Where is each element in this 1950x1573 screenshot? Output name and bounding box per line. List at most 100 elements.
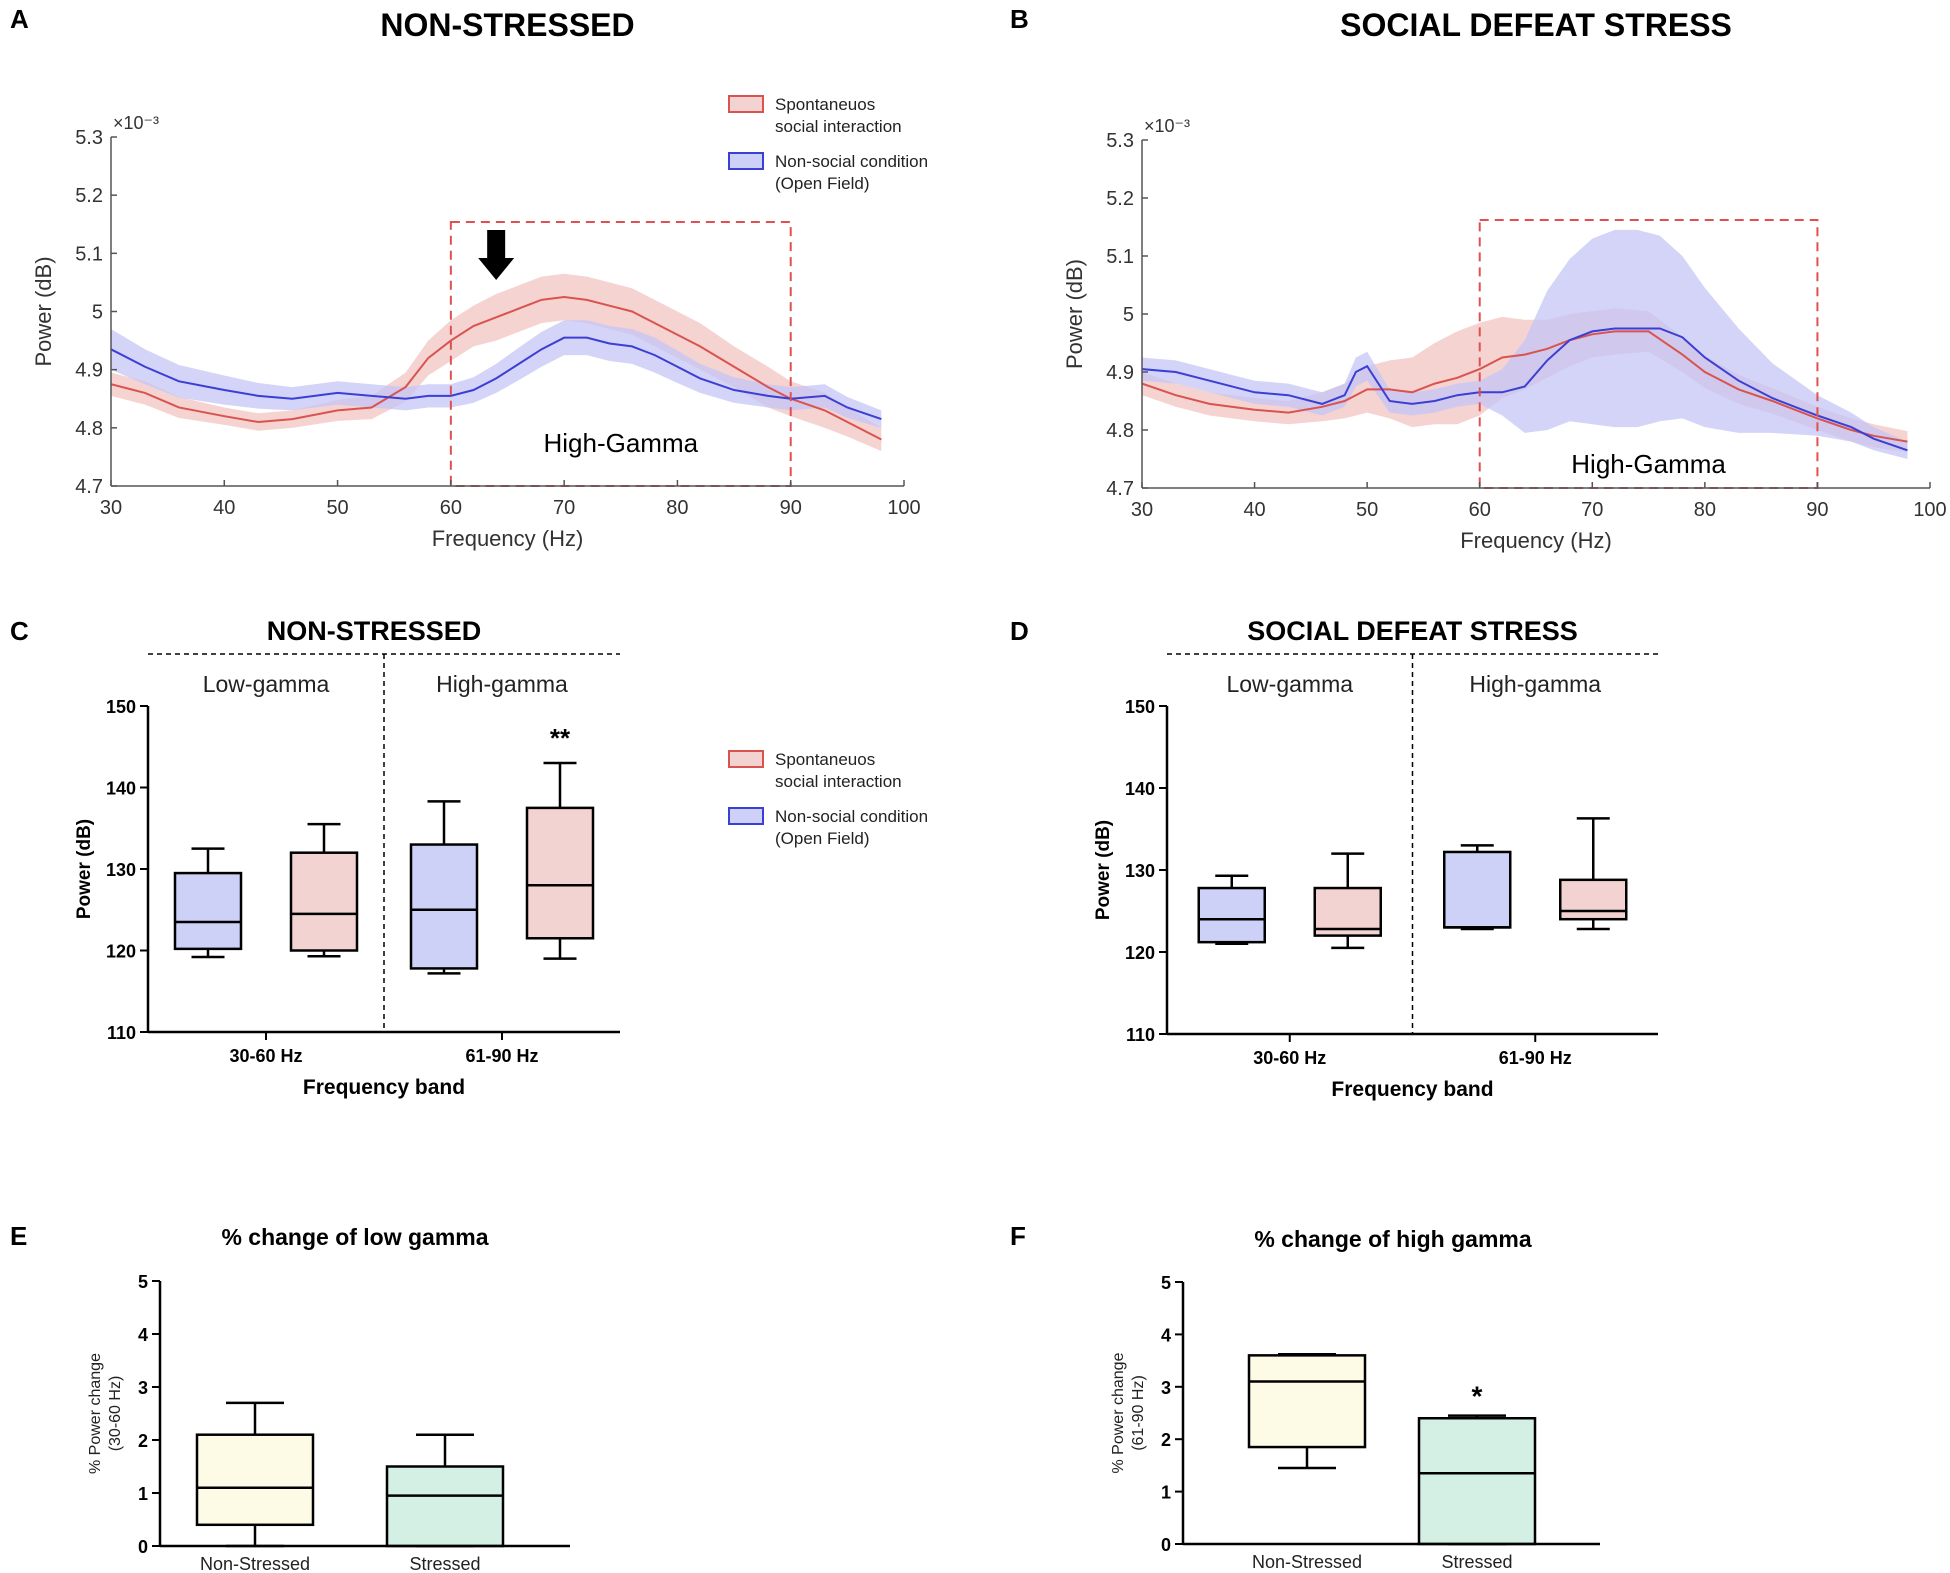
legend: Spontaneuos social interaction Non-social … bbox=[728, 750, 928, 848]
box-body bbox=[1443, 850, 1512, 929]
high-gamma-label: High-Gamma bbox=[543, 428, 698, 458]
legend-swatch-nonsocial bbox=[728, 152, 764, 170]
y-tick-label: 140 bbox=[106, 779, 136, 799]
band-label: Low-gamma bbox=[1226, 671, 1353, 697]
x-tick-label: 80 bbox=[1694, 499, 1716, 521]
y-tick-label: 130 bbox=[1125, 861, 1155, 881]
x-tick-label: 30-60 Hz bbox=[1253, 1048, 1326, 1068]
box-body bbox=[409, 843, 479, 970]
chart-title: SOCIAL DEFEAT STRESS bbox=[1340, 7, 1732, 43]
y-tick-label: 2 bbox=[1161, 1430, 1171, 1450]
x-tick-label: 100 bbox=[1913, 499, 1946, 521]
y-tick-label: 120 bbox=[1125, 943, 1155, 963]
legend-label-social: Spontaneuos bbox=[775, 750, 875, 769]
x-tick-label: 50 bbox=[1356, 499, 1378, 521]
y-tick-label: 5.2 bbox=[1106, 188, 1134, 210]
y-axis-label: % Power change bbox=[1110, 1352, 1127, 1473]
x-tick-label: 90 bbox=[780, 497, 802, 519]
box-body bbox=[385, 1465, 505, 1548]
panel-b-line-chart: SOCIAL DEFEAT STRESS High-Gamma 30 40 50 60 70… bbox=[1062, 7, 1947, 553]
x-tick-label: 60 bbox=[440, 497, 462, 519]
y-tick-label: 110 bbox=[1126, 1025, 1155, 1045]
box-body bbox=[289, 851, 359, 952]
y-tick-label: 5 bbox=[92, 302, 103, 324]
y-tick-label: 4.7 bbox=[1106, 478, 1134, 500]
x-tick-label: 60 bbox=[1469, 499, 1491, 521]
y-tick-label: 4.9 bbox=[75, 360, 103, 382]
y-axis-label: Power (dB) bbox=[74, 819, 95, 919]
y-tick-label: 150 bbox=[1125, 697, 1155, 717]
box-body bbox=[525, 806, 595, 940]
y-tick-label: 3 bbox=[138, 1378, 148, 1398]
high-gamma-label: High-Gamma bbox=[1571, 449, 1726, 479]
legend-sublabel-social: social interaction bbox=[775, 772, 902, 791]
panel-f-box-chart: % change of high gamma Non-Stressed Stress… bbox=[1110, 1226, 1600, 1572]
panel-a-line-chart: NON-STRESSED High-Gamma 30 40 50 60 70 80 90 100 4… bbox=[31, 7, 928, 551]
y-tick-label: 5.3 bbox=[1106, 130, 1134, 152]
y-axis-label: Power (dB) bbox=[31, 256, 56, 366]
y-tick-label: 4.8 bbox=[1106, 420, 1134, 442]
x-tick-label: 30-60 Hz bbox=[229, 1046, 302, 1066]
x-axis-label: Frequency (Hz) bbox=[432, 526, 584, 551]
x-tick-label: 70 bbox=[1581, 499, 1603, 521]
y-tick-label: 4.7 bbox=[75, 476, 103, 498]
x-tick-label: 61-90 Hz bbox=[465, 1046, 538, 1066]
box-social-low bbox=[289, 822, 359, 958]
legend-swatch-social bbox=[728, 95, 764, 113]
x-axis-label: Frequency (Hz) bbox=[1460, 528, 1612, 553]
y-axis-label: % Power change bbox=[87, 1353, 104, 1474]
series-nonsocial-error-band bbox=[1142, 229, 1908, 459]
box-nonsocial-high bbox=[1443, 844, 1512, 931]
box-stressed bbox=[385, 1433, 505, 1548]
y-tick-label: 3 bbox=[1161, 1378, 1171, 1398]
y-tick-label: 1 bbox=[138, 1484, 148, 1504]
box-social-low bbox=[1313, 852, 1382, 950]
x-tick-label: 30 bbox=[100, 497, 122, 519]
legend-sublabel-nonsocial: (Open Field) bbox=[775, 174, 869, 193]
panel-letter-e: E bbox=[10, 1221, 27, 1251]
x-tick-label: 40 bbox=[1243, 499, 1265, 521]
y-tick-label: 5.3 bbox=[75, 127, 103, 149]
y-tick-label: 5 bbox=[1161, 1273, 1171, 1293]
box-nonstressed bbox=[1247, 1353, 1367, 1470]
panel-letter-f: F bbox=[1010, 1221, 1026, 1251]
box-body bbox=[195, 1433, 315, 1527]
x-tick-label: 100 bbox=[887, 497, 920, 519]
y-axis-label: Power (dB) bbox=[1062, 259, 1087, 369]
x-tick-label: 80 bbox=[666, 497, 688, 519]
box-social-high bbox=[1559, 817, 1628, 931]
chart-title: SOCIAL DEFEAT STRESS bbox=[1247, 616, 1578, 646]
y-tick-label: 4.8 bbox=[75, 418, 103, 440]
x-axis-label: Frequency band bbox=[1331, 1078, 1493, 1101]
y-tick-label: 4 bbox=[1161, 1325, 1171, 1345]
x-tick-label: Stressed bbox=[409, 1554, 480, 1573]
x-tick-label: 30 bbox=[1131, 499, 1153, 521]
chart-title: NON-STRESSED bbox=[267, 616, 482, 646]
band-label: High-gamma bbox=[1469, 671, 1601, 697]
box-nonsocial-high bbox=[409, 800, 479, 975]
box-body bbox=[1247, 1354, 1367, 1449]
x-tick-label: Non-Stressed bbox=[200, 1554, 310, 1573]
box-body bbox=[173, 871, 243, 951]
legend-swatch-nonsocial bbox=[728, 807, 764, 825]
y-axis-label: Power (dB) bbox=[1093, 820, 1114, 920]
legend-label-nonsocial: Non-social condition bbox=[775, 807, 928, 826]
panel-d-box-chart: SOCIAL DEFEAT STRESS Low-gamma 30-60 Hz Hig… bbox=[1093, 616, 1658, 1101]
x-tick-label: 40 bbox=[213, 497, 235, 519]
significance-marker: ** bbox=[550, 723, 571, 753]
series-social-error-band bbox=[111, 273, 882, 452]
y-tick-label: 150 bbox=[106, 697, 136, 717]
x-tick-label: 70 bbox=[553, 497, 575, 519]
panel-c-box-chart: NON-STRESSED Low-gamma 30-60 Hz High-gamma 6… bbox=[74, 616, 928, 1099]
legend-sublabel-social: social interaction bbox=[775, 117, 902, 136]
y-tick-label: 5.1 bbox=[1106, 246, 1134, 268]
y-tick-label: 0 bbox=[1161, 1535, 1171, 1555]
y-tick-label: 140 bbox=[1125, 779, 1155, 799]
panel-letter-b: B bbox=[1010, 4, 1029, 34]
y-tick-label: 0 bbox=[138, 1537, 148, 1557]
series-nonsocial-line bbox=[1141, 327, 1908, 452]
box-nonsocial-low bbox=[173, 847, 243, 959]
x-tick-label: 61-90 Hz bbox=[1499, 1048, 1572, 1068]
box-body bbox=[1417, 1416, 1537, 1546]
